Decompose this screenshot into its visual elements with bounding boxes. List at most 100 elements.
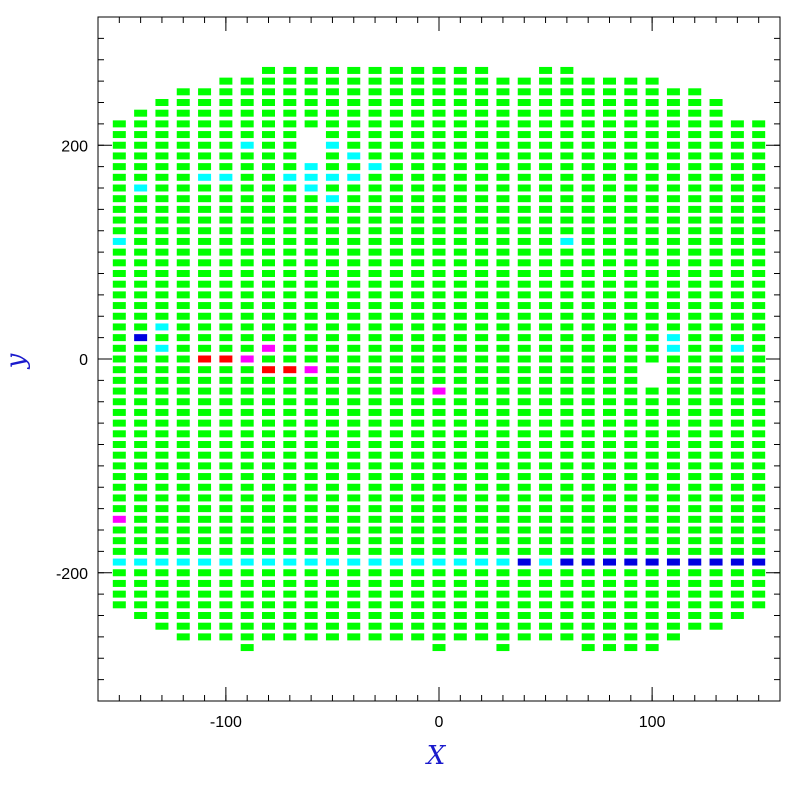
data-point — [624, 505, 638, 513]
data-point — [134, 259, 148, 267]
data-point — [688, 483, 702, 491]
data-point — [411, 355, 425, 363]
data-point — [624, 408, 638, 416]
data-point — [496, 633, 510, 641]
data-point — [688, 227, 702, 235]
data-point — [581, 109, 595, 117]
data-point — [688, 195, 702, 203]
data-point — [112, 248, 126, 256]
data-point — [581, 644, 595, 652]
data-point — [453, 237, 467, 245]
data-point — [347, 163, 361, 171]
data-point — [262, 323, 275, 331]
data-point — [134, 195, 148, 203]
data-point — [347, 109, 361, 117]
data-point — [496, 237, 510, 245]
data-point — [581, 558, 595, 566]
data-point — [262, 77, 275, 85]
data-point — [666, 131, 680, 139]
data-point — [752, 547, 766, 555]
data-point — [411, 558, 425, 566]
data-point — [262, 173, 275, 181]
data-point — [624, 547, 638, 555]
data-point — [155, 184, 169, 192]
data-point — [645, 441, 659, 448]
data-point — [262, 376, 275, 384]
data-point — [645, 280, 659, 288]
data-point — [453, 66, 467, 74]
data-point — [325, 237, 339, 245]
x-tick-label: 0 — [435, 714, 444, 731]
data-point — [112, 408, 126, 416]
data-point — [240, 312, 254, 320]
data-point — [389, 579, 403, 587]
data-point — [112, 237, 126, 245]
data-point — [453, 579, 467, 587]
data-point — [262, 558, 275, 566]
data-point — [688, 601, 702, 609]
data-point — [539, 302, 553, 310]
data-point — [411, 547, 425, 555]
data-point — [198, 248, 212, 256]
data-point — [240, 376, 254, 384]
data-point — [176, 323, 190, 331]
data-point — [304, 66, 318, 74]
data-point — [688, 344, 702, 352]
data-point — [198, 633, 212, 641]
data-point — [325, 131, 339, 139]
data-point — [262, 462, 275, 470]
data-point — [112, 462, 126, 470]
data-point — [688, 291, 702, 299]
data-point — [709, 163, 723, 171]
data-point — [112, 259, 126, 267]
data-point — [347, 88, 361, 96]
data-point — [624, 398, 638, 406]
data-point — [688, 622, 702, 630]
data-point — [453, 483, 467, 491]
data-point — [475, 579, 489, 587]
data-point — [709, 280, 723, 288]
data-point — [262, 473, 275, 481]
data-point — [603, 451, 616, 459]
data-point — [560, 109, 574, 117]
data-point — [624, 590, 638, 598]
data-point — [325, 88, 339, 96]
data-point — [517, 120, 531, 128]
data-point — [411, 109, 425, 117]
data-point — [496, 259, 510, 267]
data-point — [325, 195, 339, 203]
data-point — [709, 312, 723, 320]
data-point — [262, 334, 275, 342]
data-point — [368, 483, 382, 491]
data-point — [219, 259, 233, 267]
data-point — [581, 88, 595, 96]
data-point — [155, 109, 169, 117]
data-point — [112, 227, 126, 235]
data-point — [624, 558, 638, 566]
data-point — [560, 227, 574, 235]
data-point — [262, 280, 275, 288]
data-point — [539, 622, 553, 630]
data-point — [581, 334, 595, 342]
data-point — [709, 441, 723, 448]
data-point — [198, 99, 212, 106]
data-point — [347, 99, 361, 106]
data-point — [752, 526, 766, 534]
data-point — [198, 216, 212, 224]
data-point — [432, 99, 446, 106]
data-point — [709, 173, 723, 181]
data-point — [389, 366, 403, 374]
data-point — [581, 515, 595, 523]
data-point — [560, 515, 574, 523]
data-point — [496, 77, 510, 85]
data-point — [411, 291, 425, 299]
data-point — [347, 227, 361, 235]
data-point — [581, 152, 595, 160]
data-point — [240, 494, 254, 502]
data-point — [432, 419, 446, 427]
data-point — [624, 173, 638, 181]
data-point — [539, 590, 553, 598]
data-point — [603, 280, 616, 288]
data-point — [389, 387, 403, 395]
data-point — [411, 216, 425, 224]
